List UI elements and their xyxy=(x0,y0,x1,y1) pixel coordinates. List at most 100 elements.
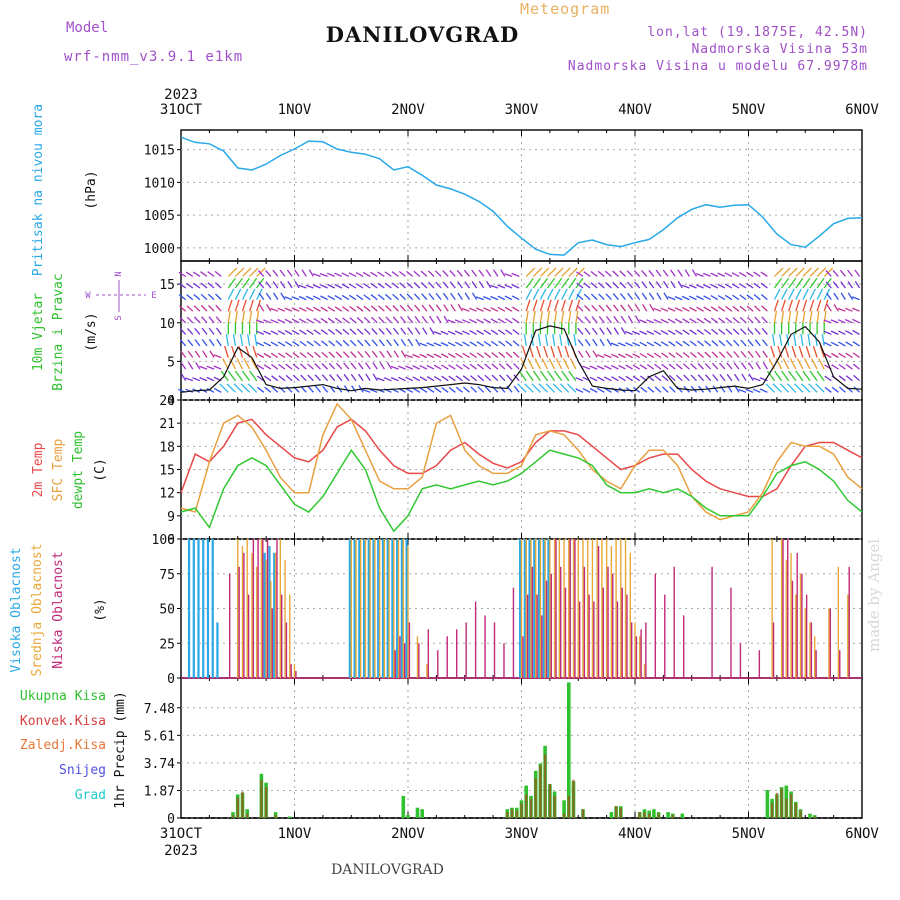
wind-arrow xyxy=(605,316,612,324)
wind-arrow xyxy=(264,375,272,382)
wind-arrow xyxy=(208,316,215,324)
precip-ytick-label: 3.74 xyxy=(144,757,175,772)
wind-arrow xyxy=(426,353,435,359)
precip-bar-total xyxy=(680,813,685,818)
wind-arrow xyxy=(568,277,577,289)
wind-arrow xyxy=(697,363,705,370)
wind-arrow xyxy=(511,295,520,301)
wind-arrow xyxy=(746,316,754,324)
wind-arrow xyxy=(215,327,222,335)
wind-arrow xyxy=(513,374,520,382)
compass-south: S xyxy=(114,315,124,320)
wind-arrow xyxy=(747,328,754,335)
wind-arrow xyxy=(548,358,556,370)
wind-arrow xyxy=(781,277,790,289)
wind-arrow xyxy=(208,304,215,312)
wind-arrow xyxy=(505,351,513,358)
temp-line-dewpt xyxy=(180,448,863,533)
precip-bar-conv xyxy=(246,813,249,818)
wind-arrow xyxy=(200,271,208,277)
wind-arrow xyxy=(199,377,208,382)
wind-arrow xyxy=(762,361,768,370)
wind-arrow xyxy=(632,364,641,370)
wind-arrow xyxy=(646,319,655,324)
pressure-label: Pritisak na nivou mora xyxy=(31,104,46,276)
precip-bar-total xyxy=(567,682,571,818)
wind-arrow xyxy=(239,333,244,347)
wind-arrow xyxy=(512,351,520,358)
wind-arrow xyxy=(596,354,605,359)
wind-arrow xyxy=(413,282,421,289)
wind-arrow xyxy=(186,294,194,301)
wind-arrow xyxy=(624,330,633,336)
xtick-label-top: 31OCT xyxy=(160,102,203,118)
wind-arrow xyxy=(760,271,768,277)
wind-arrow xyxy=(752,388,761,393)
wind-arrow xyxy=(577,316,584,324)
wind-arrow xyxy=(773,299,779,312)
wind-arrow xyxy=(539,299,545,312)
wind-arrow xyxy=(746,294,754,301)
wind-arrow xyxy=(285,363,293,370)
wind-arrow xyxy=(383,377,392,382)
wind-arrow xyxy=(852,352,860,359)
wind-arrow xyxy=(461,307,470,312)
wind-arrow xyxy=(476,341,485,347)
wind-arrow xyxy=(420,281,428,289)
cloud-unit: (%) xyxy=(93,598,108,621)
wind-arrow xyxy=(512,328,520,335)
wind-arrow xyxy=(653,330,662,335)
wind-arrow xyxy=(564,345,570,358)
wind-arrow xyxy=(194,327,201,335)
wind-arrow xyxy=(370,282,378,289)
wind-arrow xyxy=(539,310,543,323)
wind-arrow xyxy=(524,383,534,393)
wind-arrow xyxy=(641,292,648,300)
wind-arrow xyxy=(641,281,648,289)
wind-arrow xyxy=(470,386,478,393)
wind-arrow xyxy=(250,358,258,370)
wind-arrow xyxy=(370,305,378,312)
wind-arrow xyxy=(625,353,633,359)
wind-arrow xyxy=(412,353,421,359)
model-label: Model xyxy=(66,20,109,36)
wind-arrow xyxy=(760,294,768,301)
wind-arrow xyxy=(428,315,435,324)
wind-arrow xyxy=(428,293,435,301)
wind-arrow xyxy=(307,385,314,393)
wind-arrow xyxy=(229,358,236,370)
wind-arrow xyxy=(591,316,598,324)
wind-arrow xyxy=(263,319,272,324)
wind-arrow xyxy=(772,383,783,393)
wind-arrow xyxy=(646,364,655,370)
wind-arrow xyxy=(554,267,564,277)
wind-arrow xyxy=(441,386,449,393)
wind-arrow xyxy=(399,293,407,301)
wind-arrow xyxy=(525,299,531,312)
wind-arrow xyxy=(696,340,705,347)
wind-arrow xyxy=(399,304,407,312)
wind-arrow xyxy=(830,341,839,347)
precip-bar-conv xyxy=(274,815,277,818)
wind-arrow xyxy=(415,338,421,347)
wind-arrow xyxy=(443,304,449,312)
wind-arrow xyxy=(719,385,726,393)
wind-arrow xyxy=(405,365,413,370)
wind-arrow xyxy=(552,333,556,347)
wind-arrow xyxy=(505,329,513,335)
wind-arrow xyxy=(557,345,563,358)
wind-arrow xyxy=(854,269,861,277)
wind-arrow xyxy=(788,299,794,312)
wind-arrow xyxy=(285,374,293,382)
wind-arrow xyxy=(314,374,321,382)
wind-arrow xyxy=(187,350,194,358)
wind-arrow xyxy=(612,304,619,312)
wind-arrow xyxy=(845,363,853,370)
wind-arrow xyxy=(320,340,329,347)
wind-arrow xyxy=(677,280,683,289)
wind-arrow xyxy=(780,299,786,312)
wind-arrow xyxy=(576,282,584,289)
wind-arrow xyxy=(777,345,783,358)
wind-arrow xyxy=(483,340,492,347)
wind-label-1: 10m Vjetar xyxy=(31,293,46,371)
